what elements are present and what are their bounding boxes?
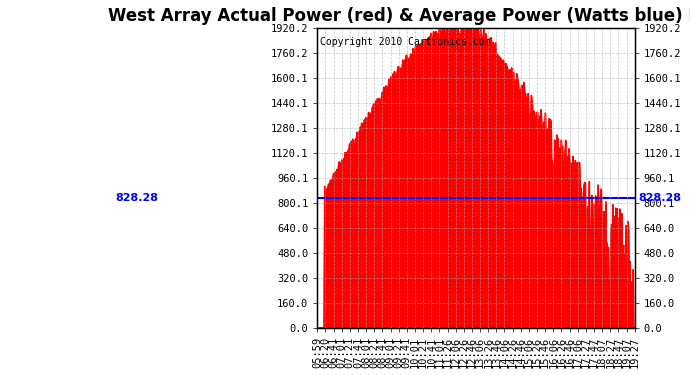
Title: West Array Actual Power (red) & Average Power (Watts blue) Fri May 14 19:36: West Array Actual Power (red) & Average … <box>108 7 690 25</box>
Text: 828.28: 828.28 <box>116 194 159 203</box>
Text: Copyright 2010 Cartronics.com: Copyright 2010 Cartronics.com <box>320 37 491 47</box>
Text: 828.28: 828.28 <box>638 194 681 203</box>
